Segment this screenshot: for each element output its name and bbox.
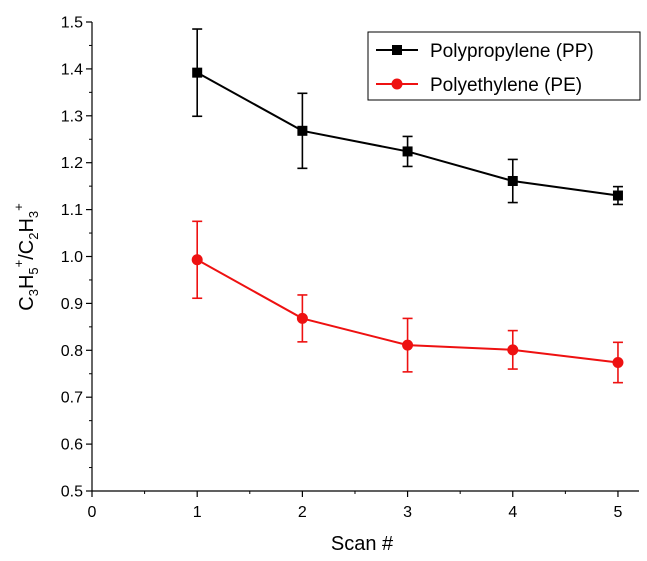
data-point-square <box>612 190 623 201</box>
series-layer <box>191 28 624 384</box>
legend: Polypropylene (PP) Polyethylene (PE) <box>367 31 641 101</box>
data-point-square <box>297 125 308 136</box>
legend-entry-pp: Polypropylene (PP) <box>376 41 594 62</box>
y-tick-label: 1.0 <box>61 249 83 266</box>
y-tick-label: 0.6 <box>61 437 83 454</box>
legend-circle-marker <box>391 78 403 90</box>
y-axis-title-part: /C <box>16 240 38 260</box>
x-tick-label: 1 <box>193 504 202 521</box>
y-axis-title-sup: + <box>11 203 26 211</box>
data-point-circle <box>507 344 519 356</box>
x-tick-label: 5 <box>614 504 623 521</box>
data-point-square <box>192 67 203 78</box>
data-point-circle <box>612 356 624 368</box>
y-tick-label: 0.5 <box>61 484 83 501</box>
y-axis-title-part: H <box>16 275 38 289</box>
y-tick-label: 0.9 <box>61 296 83 313</box>
y-tick-label: 0.8 <box>61 343 83 360</box>
legend-square-marker <box>392 45 402 55</box>
y-tick-label: 0.7 <box>61 390 83 407</box>
x-tick-label: 4 <box>508 504 517 521</box>
y-axis-title-sub: 2 <box>26 233 41 240</box>
data-point-circle <box>296 312 308 324</box>
data-point-circle <box>191 254 203 266</box>
data-point-square <box>507 175 518 186</box>
y-ticks: 0.5 0.6 0.7 0.8 0.9 1.0 1.1 1.2 1.3 1.4 1.5 <box>61 15 92 501</box>
data-point-square <box>402 146 413 157</box>
x-tick-label: 2 <box>298 504 307 521</box>
x-ticks: 0 1 2 3 4 5 <box>88 491 623 521</box>
y-axis-title-sub: 3 <box>26 211 41 218</box>
x-axis-title: Scan # <box>331 533 394 555</box>
y-axis-title-sub: 5 <box>26 267 41 274</box>
y-tick-label: 1.3 <box>61 108 83 125</box>
y-tick-label: 1.1 <box>61 202 83 219</box>
legend-frame <box>367 31 641 101</box>
y-axis-title-sub: 3 <box>26 289 41 296</box>
y-tick-label: 1.2 <box>61 155 83 172</box>
x-tick-label: 0 <box>88 504 97 521</box>
y-axis-title-part: H <box>16 218 38 232</box>
data-point-circle <box>402 339 414 351</box>
y-axis-title-part: C <box>16 296 38 310</box>
y-axis-title: C3H5+/C2H3+ <box>11 203 41 310</box>
series-0 <box>192 28 623 206</box>
legend-label-pp: Polypropylene (PP) <box>430 41 594 62</box>
legend-entry-pe: Polyethylene (PE) <box>376 75 582 96</box>
y-tick-label: 1.5 <box>61 15 83 32</box>
y-axis-title-sup: + <box>11 260 26 268</box>
legend-label-pe: Polyethylene (PE) <box>430 75 582 96</box>
series-1 <box>191 220 624 384</box>
y-tick-label: 1.4 <box>61 61 83 78</box>
x-tick-label: 3 <box>403 504 412 521</box>
